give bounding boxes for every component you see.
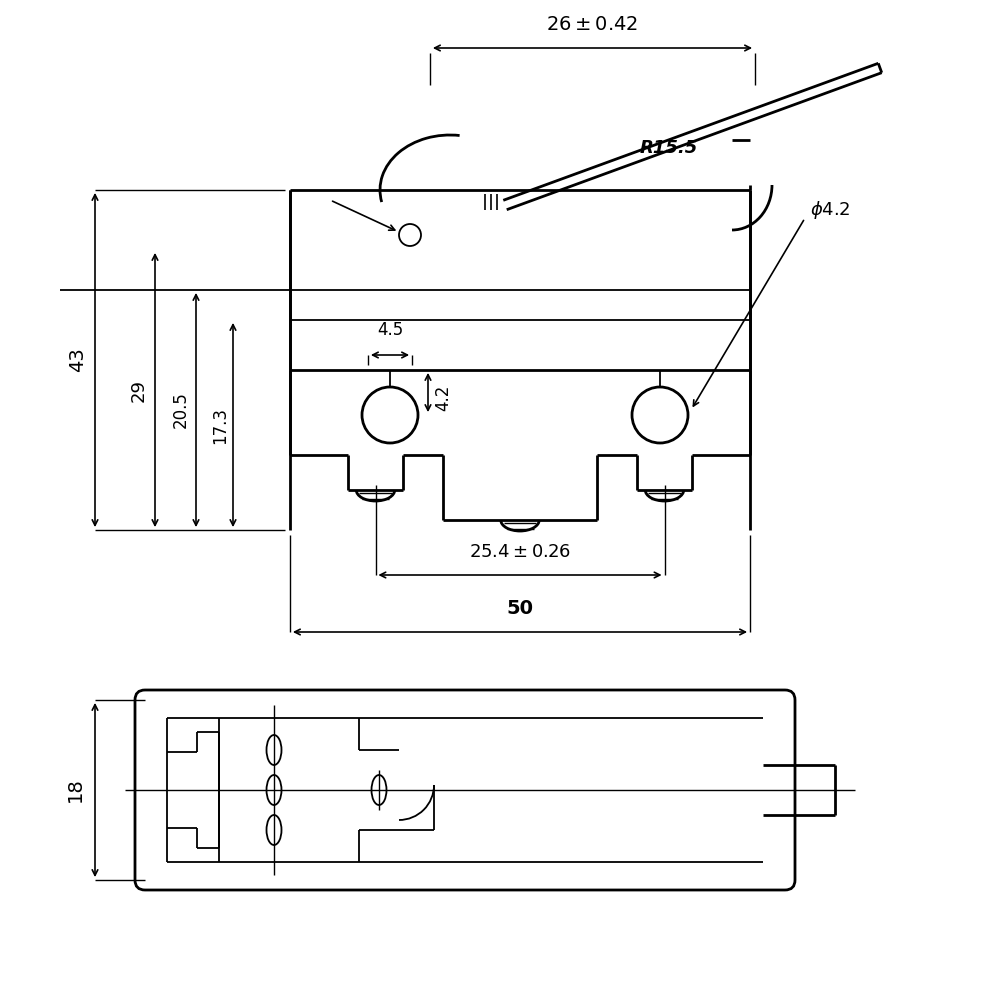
- Text: 29: 29: [130, 378, 148, 401]
- Text: 43: 43: [68, 348, 87, 373]
- Text: 17.3: 17.3: [211, 406, 229, 443]
- Text: 20.5: 20.5: [172, 391, 190, 428]
- Text: 18: 18: [66, 778, 85, 803]
- Text: R15.5: R15.5: [640, 139, 698, 157]
- Text: $\phi$4.2: $\phi$4.2: [810, 199, 850, 221]
- Text: 50: 50: [507, 599, 534, 618]
- Text: $26\pm0.42$: $26\pm0.42$: [547, 15, 638, 34]
- Text: 4.5: 4.5: [376, 321, 403, 339]
- Text: $25.4\pm0.26$: $25.4\pm0.26$: [469, 543, 571, 561]
- Text: 4.2: 4.2: [434, 384, 452, 410]
